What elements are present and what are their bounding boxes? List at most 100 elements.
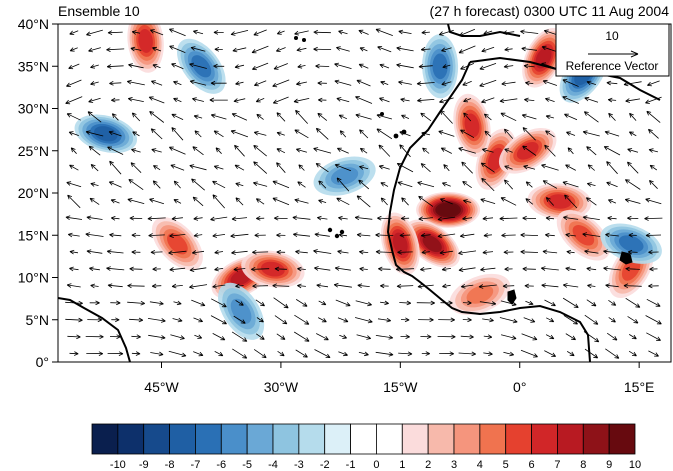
wind-vector-209 bbox=[193, 232, 203, 238]
wind-vector-557 bbox=[193, 29, 204, 35]
wind-vector-293 bbox=[128, 179, 144, 191]
wind-vector-424 bbox=[440, 110, 453, 124]
wind-vector-45 bbox=[400, 334, 410, 339]
wind-vector-510 bbox=[418, 64, 433, 69]
wind-vector-455 bbox=[481, 97, 495, 104]
wind-vector-509 bbox=[396, 63, 414, 69]
wind-vector-348 bbox=[70, 147, 77, 154]
wind-vector-417 bbox=[295, 109, 308, 124]
wind-vector-103 bbox=[399, 300, 412, 306]
wind-vector-106 bbox=[462, 300, 472, 306]
wind-vector-180 bbox=[191, 250, 205, 255]
wind-vector-553 bbox=[107, 30, 123, 35]
wind-vector-483 bbox=[462, 80, 472, 86]
wind-vector-513 bbox=[479, 63, 497, 70]
colorbar-swatch-17 bbox=[531, 423, 558, 455]
wind-vector-139 bbox=[541, 283, 559, 288]
wind-vector-15 bbox=[375, 351, 394, 357]
wind-vector-206 bbox=[131, 232, 141, 238]
x-axis: 45°W 30°W 15°W 0° 15°E bbox=[144, 362, 654, 395]
wind-vector-22 bbox=[520, 349, 538, 358]
wind-vector-107 bbox=[479, 301, 497, 306]
wind-vector-506 bbox=[334, 62, 352, 69]
wind-vector-254 bbox=[522, 215, 537, 221]
wind-vector-441 bbox=[192, 97, 204, 102]
colorbar-level-label-3: -7 bbox=[191, 459, 201, 471]
wind-vector-57 bbox=[646, 332, 661, 341]
wind-vector-464 bbox=[66, 79, 82, 87]
wind-vector-63 bbox=[172, 317, 183, 323]
wind-vector-51 bbox=[521, 333, 538, 341]
wind-vector-471 bbox=[210, 80, 227, 86]
wind-vector-433 bbox=[629, 112, 637, 121]
wind-vector-452 bbox=[417, 98, 435, 103]
wind-vector-474 bbox=[272, 79, 290, 88]
wind-vector-222 bbox=[459, 233, 475, 238]
wind-vector-271 bbox=[272, 197, 290, 206]
y-tick-label-1: 5°N bbox=[26, 312, 50, 328]
wind-vector-428 bbox=[521, 113, 537, 120]
wind-vector-89 bbox=[110, 300, 121, 306]
colorbar-level-label-9: -1 bbox=[346, 459, 356, 471]
wind-vector-88 bbox=[89, 300, 100, 306]
wind-vector-161 bbox=[395, 266, 415, 272]
wind-vector-147 bbox=[106, 266, 125, 271]
wind-vector-418 bbox=[317, 112, 328, 121]
wind-vector-317 bbox=[624, 179, 641, 190]
wind-vector-552 bbox=[86, 29, 103, 36]
wind-vector-217 bbox=[356, 232, 371, 238]
wind-vector-41 bbox=[316, 333, 329, 341]
wind-vector-184 bbox=[276, 249, 286, 255]
wind-vector-306 bbox=[397, 181, 413, 188]
wind-vector-373 bbox=[586, 146, 597, 156]
wind-vector-61 bbox=[129, 317, 144, 323]
wind-vector-366 bbox=[440, 147, 452, 154]
wind-vector-531 bbox=[251, 45, 269, 54]
wind-vector-199 bbox=[584, 249, 599, 254]
colorbar-level-label-0: -10 bbox=[110, 459, 126, 471]
wind-vector-511 bbox=[442, 64, 451, 69]
wind-vector-381 bbox=[150, 128, 163, 140]
wind-vector-467 bbox=[126, 79, 145, 86]
wind-vector-300 bbox=[272, 180, 290, 189]
wind-vector-27 bbox=[628, 350, 637, 357]
wind-vector-482 bbox=[441, 81, 452, 86]
wind-vector-307 bbox=[417, 181, 435, 188]
shading-contour-11-5 bbox=[167, 232, 188, 255]
wind-vector-409 bbox=[131, 112, 141, 122]
wind-vector-365 bbox=[422, 147, 430, 154]
wind-vector-154 bbox=[251, 266, 270, 272]
wind-vector-322 bbox=[130, 162, 142, 173]
wind-vector-18 bbox=[439, 351, 454, 356]
colorbar-swatch-20 bbox=[608, 423, 636, 455]
wind-vector-449 bbox=[355, 96, 373, 104]
wind-vector-55 bbox=[606, 332, 618, 341]
wind-vector-100 bbox=[335, 299, 351, 307]
wind-vector-175 bbox=[86, 249, 103, 254]
wind-vector-275 bbox=[356, 195, 371, 208]
wind-vector-429 bbox=[545, 114, 555, 120]
wind-vector-362 bbox=[359, 147, 368, 154]
wind-vector-360 bbox=[313, 147, 332, 154]
wind-vector-400 bbox=[545, 130, 555, 138]
colorbar-level-label-18: 8 bbox=[580, 459, 586, 471]
coastline-lake-chad bbox=[619, 251, 633, 265]
wind-vector-179 bbox=[168, 250, 187, 255]
y-tick-label-8: 40°N bbox=[18, 16, 49, 32]
wind-vector-84 bbox=[608, 317, 616, 323]
colorbar-swatch-16 bbox=[505, 423, 532, 455]
wind-vector-70 bbox=[318, 317, 327, 323]
wind-vector-515 bbox=[523, 63, 535, 69]
shading-contour-0-10 bbox=[437, 203, 459, 217]
wind-vector-105 bbox=[440, 300, 453, 306]
wind-vector-570 bbox=[459, 28, 476, 37]
colorbar-swatch-3 bbox=[169, 423, 196, 455]
wind-vector-36 bbox=[212, 333, 226, 341]
wind-vector-423 bbox=[420, 112, 432, 122]
wind-vector-125 bbox=[252, 283, 269, 289]
reference-vector-label: Reference Vector bbox=[566, 59, 659, 73]
wind-vector-445 bbox=[272, 96, 289, 104]
colorbar-swatch-11 bbox=[376, 423, 403, 455]
wind-vector-541 bbox=[458, 45, 476, 54]
wind-vector-472 bbox=[235, 80, 244, 86]
